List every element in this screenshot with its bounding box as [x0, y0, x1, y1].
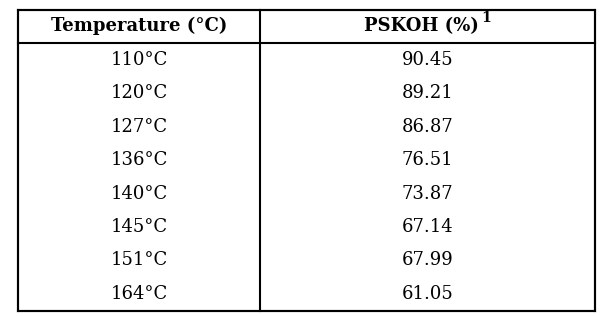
Text: 120°C: 120°C: [111, 84, 168, 102]
Text: 1: 1: [481, 11, 490, 25]
Text: 73.87: 73.87: [402, 184, 454, 203]
Text: 61.05: 61.05: [402, 285, 454, 303]
Text: 89.21: 89.21: [402, 84, 454, 102]
Text: 151°C: 151°C: [111, 251, 168, 269]
Text: 145°C: 145°C: [111, 218, 168, 236]
Text: 67.14: 67.14: [402, 218, 454, 236]
Text: 90.45: 90.45: [402, 51, 454, 69]
Text: 140°C: 140°C: [111, 184, 168, 203]
Text: 76.51: 76.51: [402, 151, 454, 169]
Text: 136°C: 136°C: [111, 151, 168, 169]
Text: 127°C: 127°C: [111, 118, 168, 136]
Text: 86.87: 86.87: [402, 118, 454, 136]
Text: PSKOH (%): PSKOH (%): [364, 17, 479, 35]
Text: 67.99: 67.99: [402, 251, 454, 269]
Text: 164°C: 164°C: [111, 285, 168, 303]
Text: Temperature (°C): Temperature (°C): [51, 17, 227, 36]
Text: 110°C: 110°C: [111, 51, 168, 69]
